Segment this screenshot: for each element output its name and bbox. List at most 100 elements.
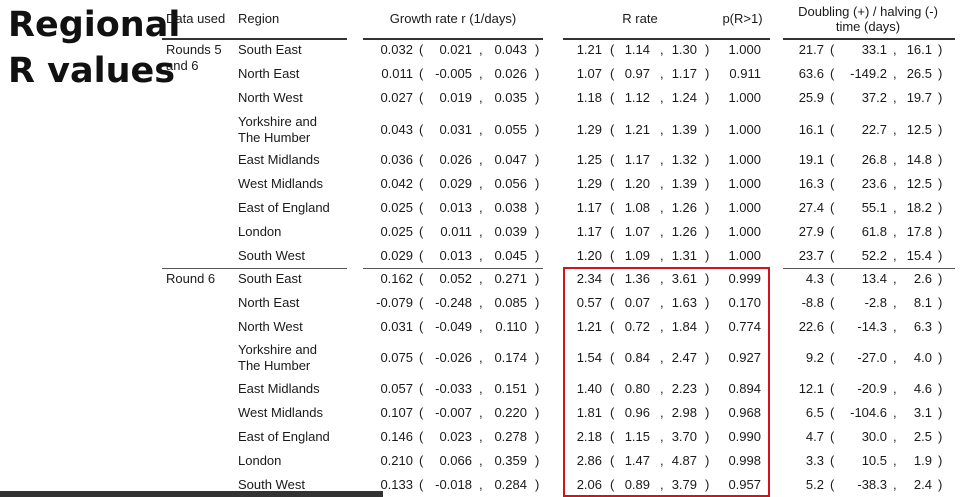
- doubling-time-comma: ,: [893, 477, 897, 492]
- doubling-time-upper: 6.3: [913, 319, 932, 334]
- r-rate-value: 2.34: [576, 271, 602, 286]
- doubling-time-comma: ,: [893, 200, 897, 215]
- growth-rate-open-paren: (: [419, 152, 424, 167]
- region-name: South West: [238, 248, 305, 264]
- doubling-time-lower: 13.4: [861, 271, 887, 286]
- growth-rate-upper: 0.278: [494, 429, 527, 444]
- doubling-time-open-paren: (: [830, 90, 835, 105]
- r-rate-upper: 1.84: [671, 319, 697, 334]
- region-name: East Midlands: [238, 381, 320, 397]
- region-name: West Midlands: [238, 176, 323, 192]
- growth-rate-upper: 0.055: [494, 122, 527, 137]
- growth-rate-lower: 0.023: [439, 429, 472, 444]
- growth-rate-comma: ,: [479, 405, 483, 420]
- growth-rate-upper: 0.085: [494, 295, 527, 310]
- doubling-time-value: 12.1: [798, 381, 824, 396]
- r-rate-lower: 1.15: [624, 429, 650, 444]
- doubling-time-lower: 22.7: [861, 122, 887, 137]
- growth-rate-open-paren: (: [419, 271, 424, 286]
- growth-rate-open-paren: (: [419, 350, 424, 365]
- r-rate-close-paren: ): [705, 319, 710, 334]
- p-r-gt-1-value: 0.774: [728, 319, 761, 334]
- region-name-line: North West: [238, 319, 303, 334]
- doubling-time-open-paren: (: [830, 176, 835, 191]
- doubling-time-open-paren: (: [830, 381, 835, 396]
- p-r-gt-1-value: 1.000: [728, 42, 761, 57]
- doubling-time-upper: 17.8: [906, 224, 932, 239]
- doubling-time-value: 3.3: [805, 453, 824, 468]
- growth-rate-upper: 0.026: [494, 66, 527, 81]
- growth-rate-open-paren: (: [419, 477, 424, 492]
- header-rule-growth: [363, 38, 543, 40]
- r-rate-open-paren: (: [610, 271, 615, 286]
- growth-rate-value: -0.079: [376, 295, 413, 310]
- growth-rate-lower: -0.026: [435, 350, 472, 365]
- growth-rate-upper: 0.056: [494, 176, 527, 191]
- growth-rate-open-paren: (: [419, 224, 424, 239]
- region-name: West Midlands: [238, 405, 323, 421]
- r-rate-lower: 1.17: [624, 152, 650, 167]
- r-rate-comma: ,: [660, 248, 664, 263]
- doubling-time-close-paren: ): [938, 477, 943, 492]
- r-rate-lower: 0.07: [624, 295, 650, 310]
- growth-rate-value: 0.029: [380, 248, 413, 263]
- r-rate-lower: 1.20: [624, 176, 650, 191]
- r-rate-close-paren: ): [705, 176, 710, 191]
- r-rate-value: 1.29: [576, 122, 602, 137]
- doubling-time-upper: 15.4: [906, 248, 932, 263]
- r-rate-comma: ,: [660, 122, 664, 137]
- doubling-time-value: 6.5: [805, 405, 824, 420]
- growth-rate-open-paren: (: [419, 122, 424, 137]
- doubling-time-open-paren: (: [830, 152, 835, 167]
- growth-rate-upper: 0.035: [494, 90, 527, 105]
- r-rate-lower: 0.72: [624, 319, 650, 334]
- r-rate-open-paren: (: [610, 405, 615, 420]
- growth-rate-open-paren: (: [419, 248, 424, 263]
- r-rate-upper: 2.47: [671, 350, 697, 365]
- region-name: South East: [238, 42, 302, 58]
- doubling-time-value: 27.9: [798, 224, 824, 239]
- growth-rate-comma: ,: [479, 122, 483, 137]
- doubling-time-open-paren: (: [830, 66, 835, 81]
- doubling-time-lower: 52.2: [861, 248, 887, 263]
- r-rate-lower: 0.84: [624, 350, 650, 365]
- p-r-gt-1-value: 0.968: [728, 405, 761, 420]
- doubling-time-lower: 37.2: [861, 90, 887, 105]
- growth-rate-open-paren: (: [419, 429, 424, 444]
- growth-rate-comma: ,: [479, 248, 483, 263]
- doubling-time-lower: 10.5: [861, 453, 887, 468]
- doubling-time-lower: 55.1: [861, 200, 887, 215]
- r-rate-open-paren: (: [610, 295, 615, 310]
- growth-rate-upper: 0.047: [494, 152, 527, 167]
- growth-rate-upper: 0.284: [494, 477, 527, 492]
- r-rate-close-paren: ): [705, 66, 710, 81]
- doubling-time-upper: 4.6: [913, 381, 932, 396]
- doubling-time-value: 9.2: [805, 350, 824, 365]
- doubling-time-upper: 2.4: [913, 477, 932, 492]
- doubling-time-value: 16.1: [798, 122, 824, 137]
- r-rate-close-paren: ): [705, 42, 710, 57]
- growth-rate-comma: ,: [479, 271, 483, 286]
- region-name-line: London: [238, 224, 282, 239]
- p-r-gt-1-value: 0.170: [728, 295, 761, 310]
- r-rate-comma: ,: [660, 319, 664, 334]
- r-rate-open-paren: (: [610, 224, 615, 239]
- growth-rate-lower: 0.021: [439, 42, 472, 57]
- r-rate-close-paren: ): [705, 152, 710, 167]
- doubling-time-upper: 4.0: [913, 350, 932, 365]
- doubling-time-upper: 26.5: [906, 66, 932, 81]
- growth-rate-upper: 0.038: [494, 200, 527, 215]
- growth-rate-open-paren: (: [419, 319, 424, 334]
- r-rate-open-paren: (: [610, 429, 615, 444]
- growth-rate-comma: ,: [479, 453, 483, 468]
- growth-rate-upper: 0.271: [494, 271, 527, 286]
- r-rate-value: 1.21: [576, 319, 602, 334]
- r-rate-value: 1.18: [576, 90, 602, 105]
- p-r-gt-1-value: 0.990: [728, 429, 761, 444]
- growth-rate-close-paren: ): [535, 429, 540, 444]
- group-label-line: Rounds 5: [166, 42, 222, 57]
- r-rate-lower: 0.97: [624, 66, 650, 81]
- region-name: East of England: [238, 200, 330, 216]
- r-rate-comma: ,: [660, 477, 664, 492]
- doubling-time-comma: ,: [893, 271, 897, 286]
